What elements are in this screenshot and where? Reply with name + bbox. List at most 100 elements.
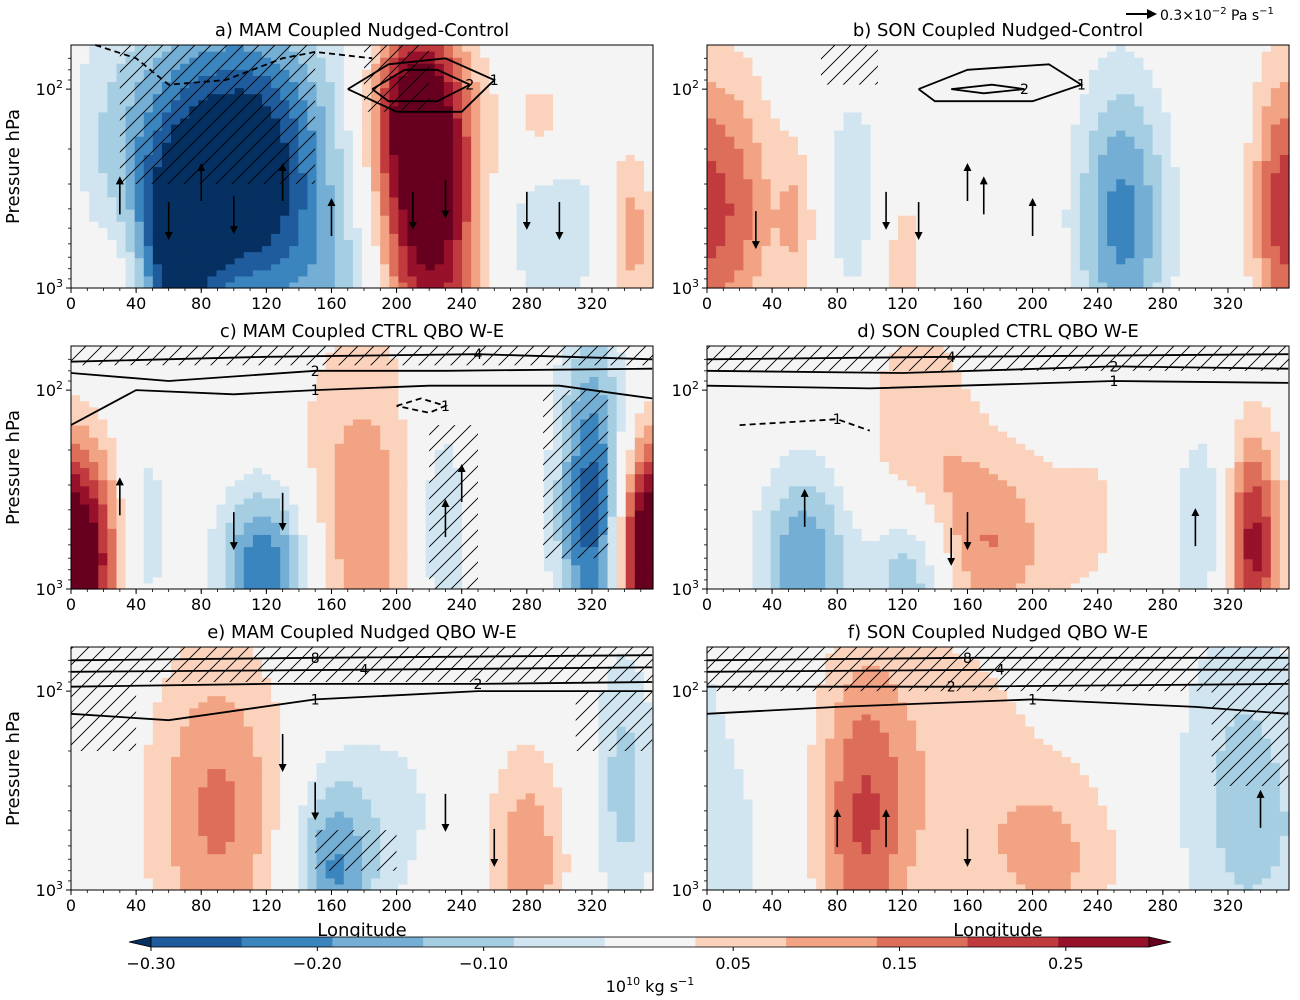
field-cell xyxy=(1179,233,1190,240)
field-cell xyxy=(761,233,772,240)
field-cell xyxy=(80,245,90,253)
field-cell xyxy=(261,190,272,198)
field-cell xyxy=(480,99,490,107)
field-cell xyxy=(607,81,618,89)
field-cell xyxy=(134,251,145,259)
field-cell xyxy=(1279,269,1290,277)
field-cell xyxy=(1116,123,1126,131)
field-cell xyxy=(907,239,917,247)
field-cell xyxy=(897,111,908,119)
field-cell xyxy=(1134,130,1145,137)
field-cell xyxy=(1261,190,1272,198)
field-cell xyxy=(1134,196,1145,204)
field-cell xyxy=(189,233,199,240)
field-cell xyxy=(716,202,726,210)
field-cell xyxy=(734,172,744,180)
field-cell xyxy=(598,233,609,240)
field-cell xyxy=(1007,239,1017,247)
field-cell xyxy=(843,269,854,277)
field-cell xyxy=(643,87,654,95)
field-cell xyxy=(1207,105,1217,113)
field-cell xyxy=(325,190,336,198)
field-cell xyxy=(979,130,990,137)
field-cell xyxy=(443,81,454,89)
field-cell xyxy=(1252,130,1263,137)
field-cell xyxy=(970,196,981,204)
field-cell xyxy=(907,281,917,289)
field-cell xyxy=(416,209,427,216)
field-cell xyxy=(816,227,826,234)
field-cell xyxy=(934,148,945,155)
field-cell xyxy=(1025,99,1035,107)
field-cell xyxy=(543,275,554,283)
field-cell xyxy=(198,190,208,198)
field-cell xyxy=(925,148,935,155)
field-cell xyxy=(216,269,227,277)
field-cell xyxy=(716,93,726,101)
field-cell xyxy=(1270,281,1281,289)
field-cell xyxy=(852,227,863,234)
field-cell xyxy=(352,142,363,149)
field-cell xyxy=(1152,123,1163,131)
field-cell xyxy=(707,257,717,265)
field-cell xyxy=(1070,123,1081,131)
field-cell xyxy=(452,148,463,155)
field-cell xyxy=(1134,81,1145,89)
field-cell xyxy=(189,190,199,198)
field-cell xyxy=(325,75,336,83)
field-cell xyxy=(352,263,363,271)
field-cell xyxy=(907,136,917,143)
field-cell xyxy=(334,123,345,131)
field-cell xyxy=(98,269,108,277)
field-cell xyxy=(598,105,609,113)
field-cell xyxy=(389,233,399,240)
field-cell xyxy=(1098,184,1108,192)
field-cell xyxy=(797,221,808,228)
field-cell xyxy=(897,172,908,180)
field-cell xyxy=(616,130,627,137)
field-cell xyxy=(1188,123,1199,131)
field-cell xyxy=(462,166,472,174)
field-cell xyxy=(425,184,436,192)
field-cell xyxy=(1079,251,1090,259)
field-cell xyxy=(443,51,454,58)
field-cell xyxy=(1216,148,1226,155)
field-cell xyxy=(1061,99,1072,107)
field-cell xyxy=(1134,99,1145,107)
field-cell xyxy=(334,215,345,222)
field-cell xyxy=(1061,166,1072,174)
field-cell xyxy=(1052,239,1063,247)
field-cell xyxy=(1179,251,1190,259)
field-cell xyxy=(643,75,654,83)
field-cell xyxy=(643,123,654,131)
field-cell xyxy=(788,81,799,89)
field-cell xyxy=(897,154,908,162)
field-cell xyxy=(1043,99,1054,107)
field-cell xyxy=(852,154,863,162)
field-cell xyxy=(1161,160,1172,168)
field-cell xyxy=(725,75,735,83)
field-cell xyxy=(407,239,418,247)
field-cell xyxy=(71,160,81,168)
field-cell xyxy=(897,190,908,198)
field-cell xyxy=(761,111,772,119)
field-cell xyxy=(334,148,345,155)
field-cell xyxy=(316,233,327,240)
field-cell xyxy=(1061,257,1072,265)
field-cell xyxy=(416,111,427,119)
field-cell xyxy=(407,154,418,162)
field-cell xyxy=(325,87,336,95)
field-cell xyxy=(643,184,654,192)
field-cell xyxy=(734,196,744,204)
field-cell xyxy=(607,269,618,277)
field-cell xyxy=(988,160,999,168)
field-cell xyxy=(625,117,636,125)
field-cell xyxy=(80,263,90,271)
field-cell xyxy=(1079,257,1090,265)
field-cell xyxy=(1170,233,1181,240)
field-cell xyxy=(1225,136,1236,143)
field-cell xyxy=(543,209,554,216)
field-cell xyxy=(1161,142,1172,149)
field-cell xyxy=(834,81,844,89)
field-cell xyxy=(243,233,254,240)
